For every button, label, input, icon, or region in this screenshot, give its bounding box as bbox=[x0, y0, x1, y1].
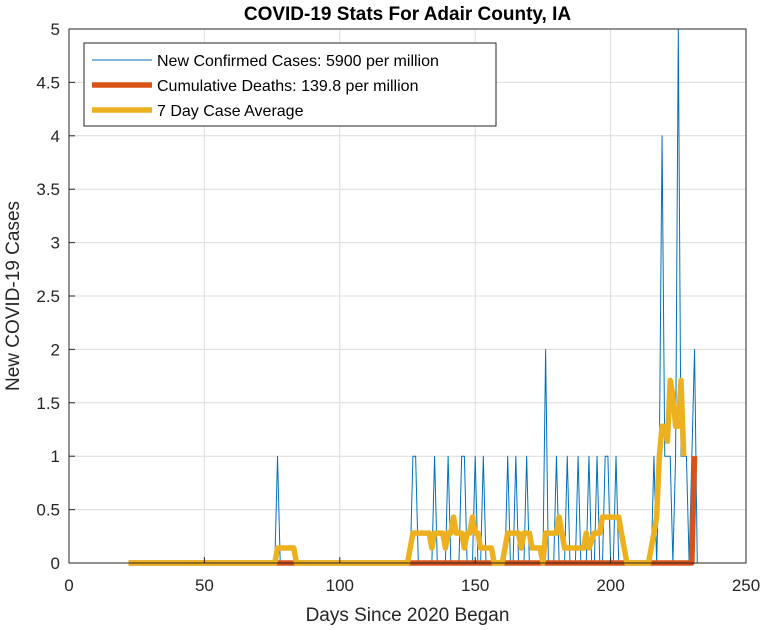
x-tick-label: 150 bbox=[461, 576, 489, 595]
series-line-3 bbox=[128, 377, 687, 566]
y-tick-label: 3.5 bbox=[36, 180, 60, 199]
x-tick-label: 200 bbox=[596, 576, 624, 595]
legend: New Confirmed Cases: 5900 per million Cum… bbox=[83, 42, 497, 127]
y-tick-label: 1 bbox=[51, 447, 60, 466]
y-tick-label: 1.5 bbox=[36, 394, 60, 413]
y-tick-label: 3 bbox=[51, 234, 60, 253]
y-tick-label: 0.5 bbox=[36, 501, 60, 520]
legend-entry: New Confirmed Cases: 5900 per million bbox=[157, 53, 439, 70]
axis-ticks: 0 50 100 150 200 250 0 0.5 1 1.5 2 2.5 3 3.5 4 4.5 5 bbox=[36, 20, 760, 595]
x-tick-label: 50 bbox=[195, 576, 214, 595]
y-tick-label: 2.5 bbox=[36, 287, 60, 306]
chart-title: COVID-19 Stats For Adair County, IA bbox=[244, 4, 572, 25]
y-tick-label: 2 bbox=[51, 340, 60, 359]
y-tick-label: 4 bbox=[51, 127, 60, 146]
y-tick-label: 5 bbox=[51, 20, 60, 39]
legend-entry: Cumulative Deaths: 139.8 per million bbox=[157, 78, 418, 95]
legend-box bbox=[83, 42, 497, 127]
x-tick-label: 100 bbox=[326, 576, 354, 595]
y-tick-label: 4.5 bbox=[36, 73, 60, 92]
x-tick-label: 250 bbox=[732, 576, 760, 595]
legend-entry: 7 Day Case Average bbox=[157, 103, 304, 120]
y-tick-label: 0 bbox=[51, 554, 60, 573]
y-axis-label: New COVID-19 Cases bbox=[3, 201, 24, 391]
x-tick-label: 0 bbox=[64, 576, 73, 595]
x-axis-label: Days Since 2020 Began bbox=[306, 605, 510, 626]
series-line-1 bbox=[128, 28, 698, 564]
